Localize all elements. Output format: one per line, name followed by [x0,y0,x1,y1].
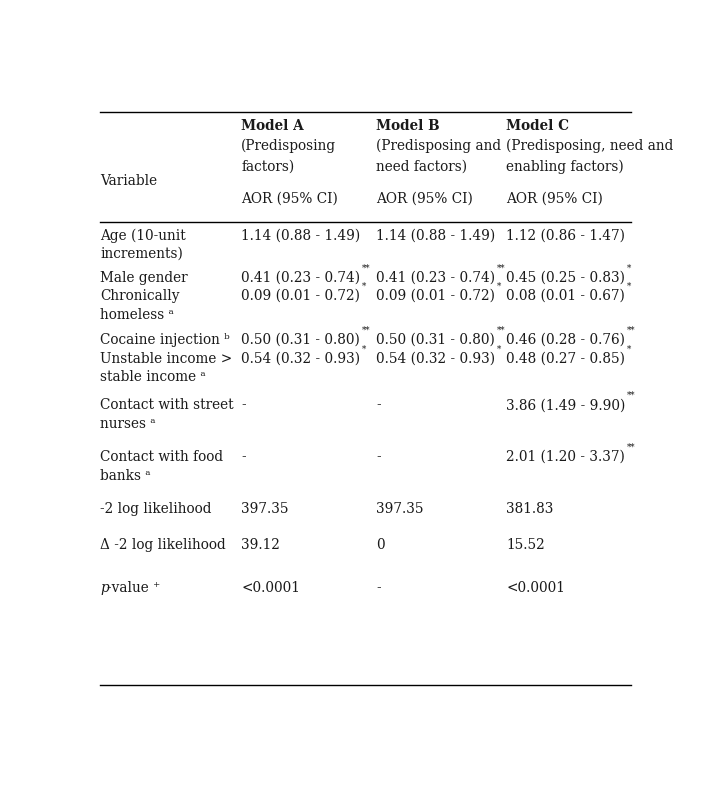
Text: Model A: Model A [241,119,304,133]
Text: 0.46 (0.28 - 0.76): 0.46 (0.28 - 0.76) [506,333,625,347]
Text: nurses ᵃ: nurses ᵃ [100,417,156,432]
Text: 0.09 (0.01 - 0.72): 0.09 (0.01 - 0.72) [376,289,496,303]
Text: Unstable income >: Unstable income > [100,352,232,365]
Text: 0.50 (0.31 - 0.80): 0.50 (0.31 - 0.80) [241,333,360,347]
Text: <0.0001: <0.0001 [241,581,300,595]
Text: *: * [627,264,631,272]
Text: 0.41 (0.23 - 0.74): 0.41 (0.23 - 0.74) [241,271,360,285]
Text: 1.14 (0.88 - 1.49): 1.14 (0.88 - 1.49) [241,228,360,242]
Text: Contact with food: Contact with food [100,450,223,464]
Text: *: * [362,344,366,353]
Text: -: - [241,398,246,413]
Text: **: ** [627,326,635,335]
Text: 0.45 (0.25 - 0.83): 0.45 (0.25 - 0.83) [506,271,625,285]
Text: (Predisposing, need and: (Predisposing, need and [506,138,674,153]
Text: 2.01 (1.20 - 3.37): 2.01 (1.20 - 3.37) [506,450,625,464]
Text: stable income ᵃ: stable income ᵃ [100,371,206,384]
Text: increments): increments) [100,247,183,261]
Text: 15.52: 15.52 [506,538,545,552]
Text: need factors): need factors) [376,159,468,174]
Text: Variable: Variable [100,174,158,188]
Text: Age (10-unit: Age (10-unit [100,228,186,243]
Text: homeless ᵃ: homeless ᵃ [100,308,174,322]
Text: 1.14 (0.88 - 1.49): 1.14 (0.88 - 1.49) [376,228,496,242]
Text: 397.35: 397.35 [241,502,289,516]
Text: AOR (95% CI): AOR (95% CI) [241,192,338,206]
Text: Cocaine injection ᵇ: Cocaine injection ᵇ [100,333,230,347]
Text: 0.54 (0.32 - 0.93): 0.54 (0.32 - 0.93) [241,352,360,365]
Text: 0.48 (0.27 - 0.85): 0.48 (0.27 - 0.85) [506,352,625,365]
Text: **: ** [627,443,635,452]
Text: -2 log likelihood: -2 log likelihood [100,502,212,516]
Text: *: * [361,282,366,291]
Text: *: * [497,282,501,291]
Text: 397.35: 397.35 [376,502,424,516]
Text: 39.12: 39.12 [241,538,280,552]
Text: Model C: Model C [506,119,569,133]
Text: 0: 0 [376,538,385,552]
Text: 0.41 (0.23 - 0.74): 0.41 (0.23 - 0.74) [376,271,496,285]
Text: 0.09 (0.01 - 0.72): 0.09 (0.01 - 0.72) [241,289,360,303]
Text: 381.83: 381.83 [506,502,554,516]
Text: (Predisposing and: (Predisposing and [376,138,501,153]
Text: 0.08 (0.01 - 0.67): 0.08 (0.01 - 0.67) [506,289,625,303]
Text: -value ⁺: -value ⁺ [108,581,160,595]
Text: <0.0001: <0.0001 [506,581,565,595]
Text: 0.50 (0.31 - 0.80): 0.50 (0.31 - 0.80) [376,333,496,347]
Text: (Predisposing: (Predisposing [241,138,337,153]
Text: *: * [627,344,631,353]
Text: AOR (95% CI): AOR (95% CI) [506,192,603,206]
Text: **: ** [361,326,370,335]
Text: Model B: Model B [376,119,440,133]
Text: Male gender: Male gender [100,271,188,285]
Text: AOR (95% CI): AOR (95% CI) [376,192,473,206]
Text: **: ** [362,264,370,272]
Text: **: ** [497,264,506,272]
Text: p: p [100,581,109,595]
Text: -: - [376,581,381,595]
Text: **: ** [497,326,506,335]
Text: Contact with street: Contact with street [100,398,234,413]
Text: 0.54 (0.32 - 0.93): 0.54 (0.32 - 0.93) [376,352,496,365]
Text: factors): factors) [241,159,294,174]
Text: *: * [627,282,631,291]
Text: Δ -2 log likelihood: Δ -2 log likelihood [100,538,226,552]
Text: **: ** [627,391,636,400]
Text: 3.86 (1.49 - 9.90): 3.86 (1.49 - 9.90) [506,398,626,413]
Text: 1.12 (0.86 - 1.47): 1.12 (0.86 - 1.47) [506,228,625,242]
Text: *: * [497,344,501,353]
Text: Chronically: Chronically [100,289,180,303]
Text: -: - [241,450,246,464]
Text: enabling factors): enabling factors) [506,159,624,174]
Text: banks ᵃ: banks ᵃ [100,469,151,483]
Text: -: - [376,398,381,413]
Text: -: - [376,450,381,464]
